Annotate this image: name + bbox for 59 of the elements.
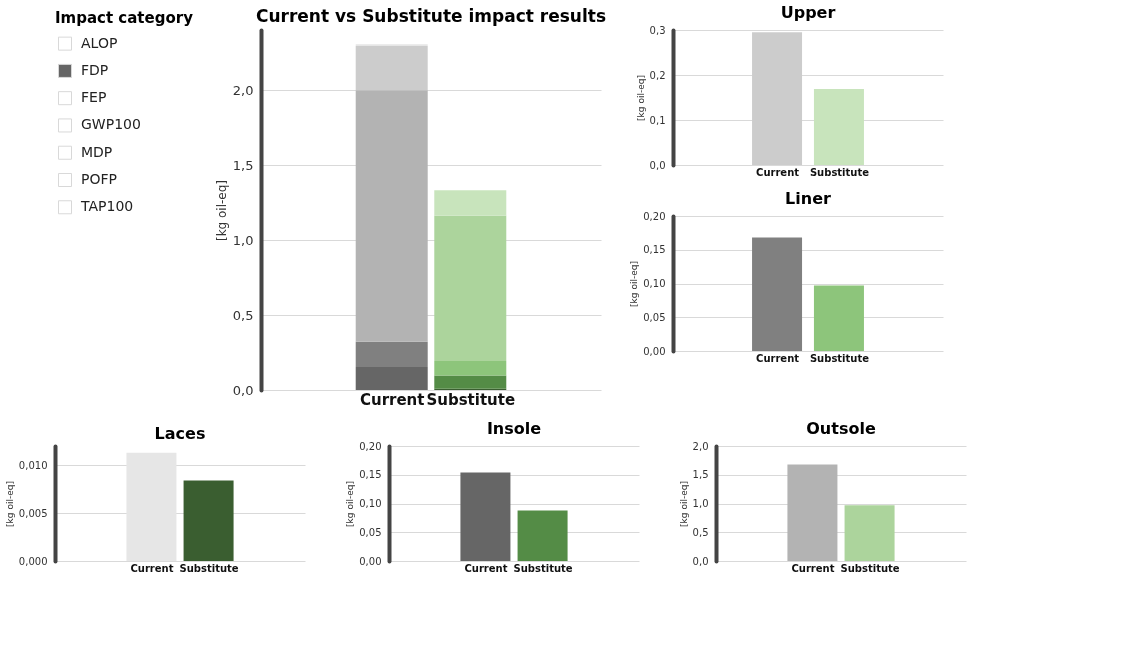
- chart-title: Insole: [486, 419, 542, 438]
- category-label: GWP100: [81, 116, 141, 133]
- x-tick-label: Substitute: [809, 352, 870, 364]
- chart-title: Laces: [154, 424, 206, 443]
- category-label: MDP: [81, 143, 113, 160]
- y-tick-label: 0,010: [18, 459, 48, 471]
- y-tick-label: 0,05: [359, 526, 382, 538]
- y-tick-label: 0,20: [643, 210, 666, 222]
- x-tick-label: Current: [464, 562, 508, 574]
- x-tick-label: Substitute: [426, 390, 516, 409]
- y-axis-title: [kg oil-eq]: [4, 481, 15, 527]
- y-tick-label: 0,005: [18, 507, 48, 519]
- chart-title: Liner: [785, 189, 832, 208]
- y-tick-label: 1,0: [232, 232, 254, 248]
- chart-title: Outsole: [806, 419, 876, 438]
- category-label: POFP: [81, 171, 117, 187]
- y-tick-label: 0,0: [232, 382, 254, 398]
- chart-title: Upper: [780, 3, 836, 22]
- y-tick-label: 0,20: [359, 440, 382, 452]
- x-tick-label: Substitute: [809, 166, 870, 178]
- y-axis-title: [kg oil-eq]: [635, 75, 646, 121]
- y-tick-label: 0,5: [692, 526, 709, 538]
- x-tick-label: Current: [791, 562, 835, 574]
- category-label: TAP100: [80, 198, 134, 215]
- x-tick-label: Current: [756, 352, 800, 364]
- y-tick-label: 0,000: [18, 555, 48, 567]
- chart-title: Current vs Substitute impact results: [255, 6, 607, 26]
- y-tick-label: 2,0: [692, 440, 709, 452]
- y-tick-label: 0,0: [649, 159, 666, 171]
- y-axis-title: [kg oil-eq]: [214, 179, 229, 242]
- y-tick-label: 0,00: [359, 555, 382, 567]
- y-axis-title: [kg oil-eq]: [629, 261, 640, 307]
- y-tick-label: 1,0: [692, 498, 709, 509]
- category-label: FDP: [81, 61, 109, 78]
- x-tick-label: Substitute: [840, 562, 900, 574]
- y-tick-label: 0,5: [232, 307, 254, 323]
- x-tick-label: Substitute: [513, 562, 573, 574]
- y-tick-label: 1,5: [232, 157, 254, 173]
- text: Impact category: [55, 9, 194, 27]
- y-axis-title: [kg oil-eq]: [345, 481, 356, 527]
- y-tick-label: 0,0: [692, 555, 709, 567]
- y-tick-label: 2,0: [232, 82, 254, 98]
- x-tick-label: Substitute: [179, 562, 239, 574]
- y-tick-label: 0,2: [649, 69, 666, 81]
- category-label: ALOP: [81, 34, 118, 51]
- y-tick-label: 0,00: [643, 345, 666, 357]
- y-tick-label: 0,1: [649, 114, 666, 126]
- category-label: FEP: [81, 89, 107, 106]
- y-tick-label: 0,10: [359, 498, 382, 509]
- y-axis-title: [kg oil-eq]: [678, 481, 689, 527]
- y-tick-label: 0,05: [643, 311, 666, 323]
- x-tick-label: Current: [756, 166, 800, 178]
- y-tick-label: 0,3: [649, 24, 666, 36]
- y-tick-label: 1,5: [692, 469, 709, 481]
- y-tick-label: 0,15: [643, 244, 666, 256]
- x-tick-label: Current: [130, 562, 174, 574]
- x-tick-label: Current: [359, 390, 425, 409]
- y-tick-label: 0,15: [359, 469, 382, 481]
- y-tick-label: 0,10: [643, 278, 666, 289]
